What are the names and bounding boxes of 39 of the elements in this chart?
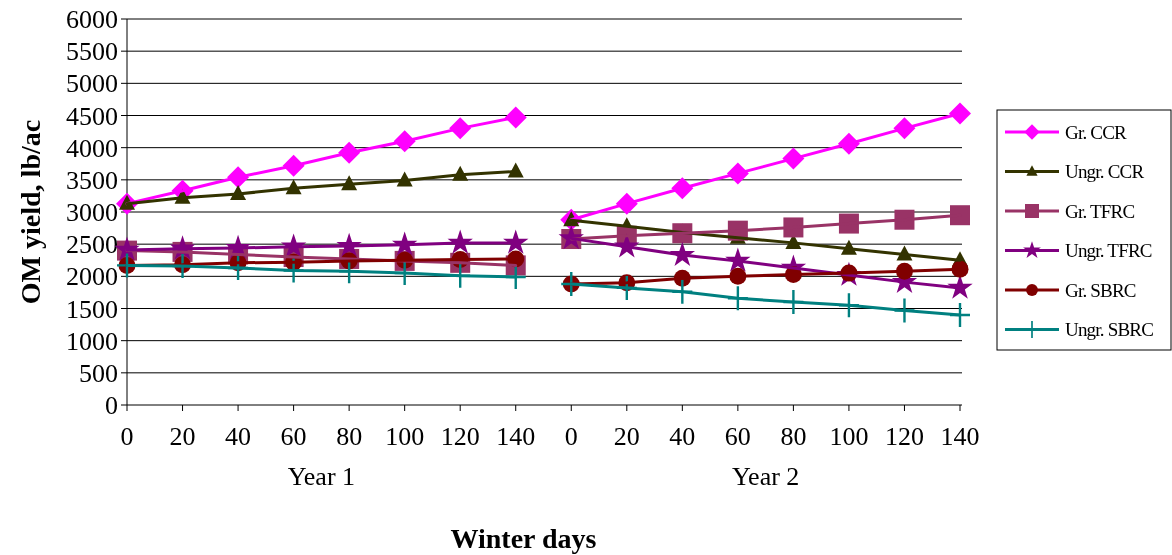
point bbox=[950, 205, 970, 226]
y-tick-label: 5000 bbox=[66, 69, 118, 99]
y-tick-label: 2500 bbox=[66, 230, 118, 260]
x-tick-label: 60 bbox=[724, 422, 751, 451]
legend-label: Ungr. SBRC bbox=[1065, 319, 1154, 341]
legend-label: Gr. TFRC bbox=[1065, 200, 1135, 222]
y-tick-label: 2000 bbox=[66, 262, 118, 292]
x-tick-label: 120 bbox=[884, 422, 924, 451]
x-axis-title: Winter days bbox=[450, 523, 597, 554]
text: Year 2 bbox=[731, 462, 800, 491]
x-tick-label: 20 bbox=[169, 422, 196, 451]
y-tick-label: 4500 bbox=[66, 101, 118, 131]
x-tick-label: 80 bbox=[336, 422, 363, 451]
y-tick-label: 6000 bbox=[66, 5, 118, 35]
x-tick-label: 20 bbox=[613, 422, 640, 451]
y-tick-label: 1000 bbox=[66, 326, 118, 356]
x-tick-label: 140 bbox=[496, 422, 536, 451]
x-tick-label: 60 bbox=[280, 422, 307, 451]
y-tick-label: 500 bbox=[79, 358, 118, 388]
x-tick-label: 120 bbox=[440, 422, 480, 451]
legend-label: Ungr. TFRC bbox=[1065, 240, 1152, 262]
legend-label: Gr. SBRC bbox=[1065, 279, 1136, 301]
text: Year 1 bbox=[287, 462, 356, 491]
x-tick-label: 100 bbox=[829, 422, 869, 451]
x-tick-label: 80 bbox=[780, 422, 807, 451]
y-tick-label: 4000 bbox=[66, 133, 118, 163]
x-tick-label: 100 bbox=[385, 422, 425, 451]
y-tick-label: 5500 bbox=[66, 37, 118, 67]
y-tick-label: 3500 bbox=[66, 165, 118, 195]
y-tick-label: 3000 bbox=[66, 198, 118, 228]
x-tick-label: 40 bbox=[225, 422, 252, 451]
y-tick-label: 0 bbox=[105, 391, 118, 421]
y-axis-title: OM yield, lb/ac bbox=[15, 119, 46, 305]
x-tick-label: 40 bbox=[669, 422, 696, 451]
x-tick-label: 140 bbox=[940, 422, 980, 451]
legend-label: Ungr. CCR bbox=[1065, 161, 1145, 183]
x-tick-label: 0 bbox=[564, 422, 578, 451]
legend-label: Gr. CCR bbox=[1065, 121, 1128, 143]
y-tick-label: 1500 bbox=[66, 294, 118, 324]
